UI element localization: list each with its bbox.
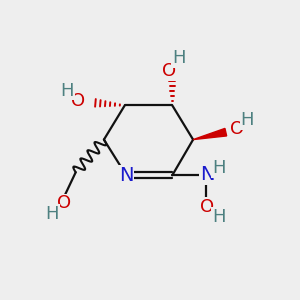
Polygon shape [193, 128, 226, 140]
Text: N: N [119, 166, 134, 185]
Text: H: H [172, 49, 186, 67]
Text: N: N [200, 165, 214, 184]
Text: H: H [240, 111, 254, 129]
Text: O: O [230, 120, 244, 138]
Text: O: O [162, 61, 176, 80]
Text: H: H [45, 205, 59, 223]
Text: O: O [57, 194, 71, 212]
Text: H: H [212, 208, 226, 226]
Text: O: O [200, 198, 214, 216]
Text: H: H [61, 82, 74, 100]
Text: O: O [71, 92, 85, 110]
Text: H: H [212, 159, 226, 177]
